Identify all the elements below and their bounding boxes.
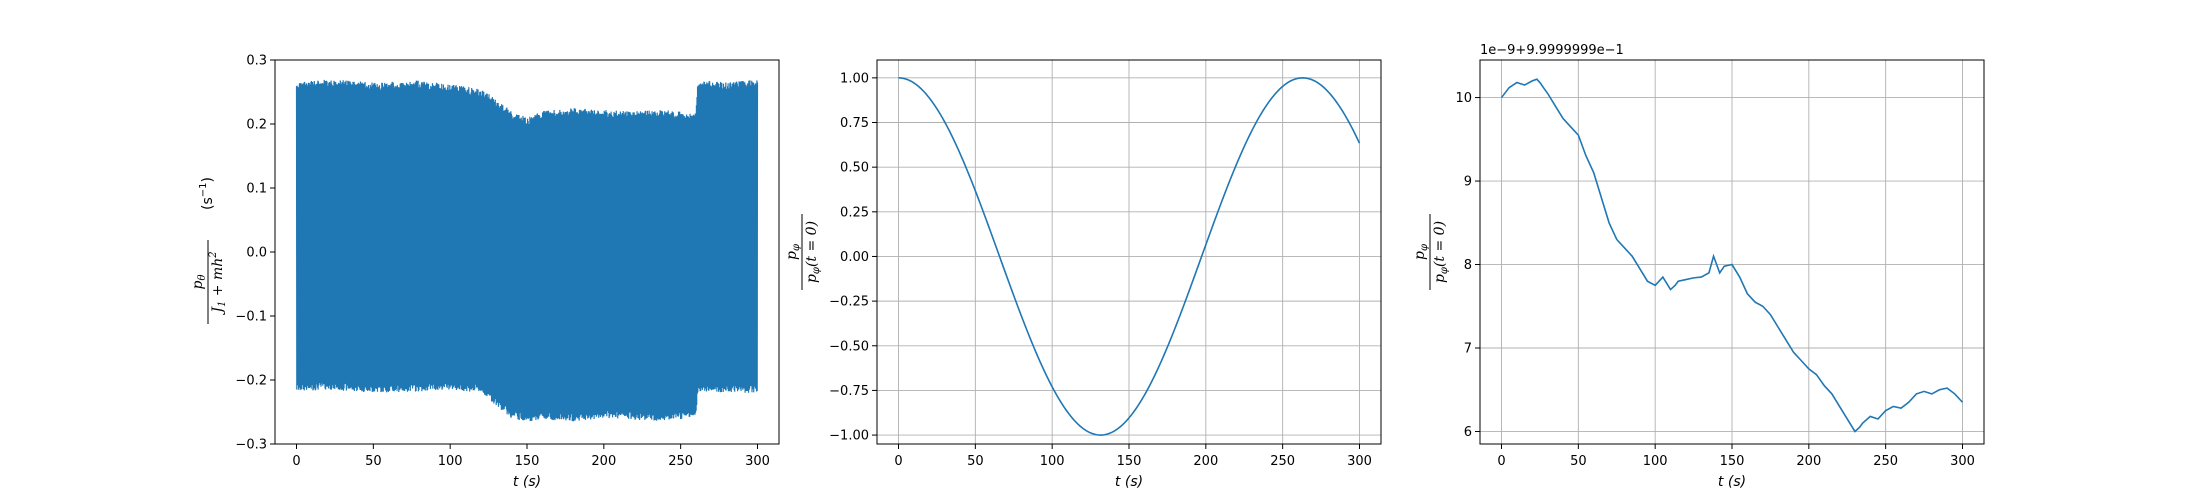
- series-line: [295, 79, 759, 422]
- y-tick-label: −0.25: [829, 295, 869, 310]
- y-label-denominator: pφ(t = 0): [1432, 221, 1450, 283]
- y-tick-label: 9: [1464, 175, 1472, 190]
- x-tick-label: 250: [1270, 454, 1295, 469]
- axes-frame: [876, 59, 1382, 445]
- axes-frame: [1479, 59, 1985, 445]
- x-tick-label: 0: [1497, 454, 1505, 469]
- x-tick-label: 300: [745, 454, 770, 469]
- x-axis-label: t (s): [513, 474, 541, 490]
- offset-text: 1e−9+9.9999999e−1: [1480, 43, 1624, 58]
- x-tick-label: 100: [1040, 454, 1065, 469]
- x-tick-label: 0: [894, 454, 902, 469]
- y-label-denominator: J1 + mh2: [208, 251, 228, 315]
- x-tick-label: 250: [668, 454, 693, 469]
- y-tick-label: 0.75: [840, 116, 869, 131]
- x-tick-label: 200: [591, 454, 616, 469]
- x-tick-label: 50: [365, 454, 382, 469]
- y-tick-label: −0.1: [235, 310, 267, 325]
- y-tick-label: 10: [1455, 91, 1472, 106]
- y-tick-label: 8: [1464, 258, 1472, 273]
- y-tick-label: −0.2: [235, 374, 267, 389]
- y-tick-label: 0.50: [840, 161, 869, 176]
- y-tick-label: 7: [1464, 342, 1472, 357]
- y-tick-label: 0.0: [246, 246, 267, 261]
- y-tick-label: −1.00: [829, 429, 869, 444]
- y-tick-label: 1.00: [840, 71, 869, 86]
- series-line: [898, 77, 1361, 436]
- series-line: [1500, 78, 1964, 433]
- y-tick-label: 0.1: [246, 182, 267, 197]
- y-tick-label: 0.3: [246, 54, 267, 69]
- x-tick-label: 250: [1873, 454, 1898, 469]
- y-tick-label: −0.50: [829, 339, 869, 354]
- axes-frame: [274, 59, 780, 445]
- x-axis-label: t (s): [1115, 474, 1143, 490]
- chart-panel-2: 0 50 100 150 200 250 300 −1.00 −0.75 −0.50 −0.25 0.…: [784, 59, 1382, 490]
- x-tick-label: 300: [1347, 454, 1372, 469]
- y-tick-label: 0.2: [246, 118, 267, 133]
- x-tick-label: 200: [1796, 454, 1821, 469]
- x-tick-label: 150: [515, 454, 540, 469]
- x-tick-label: 50: [1570, 454, 1587, 469]
- x-tick-label: 200: [1193, 454, 1218, 469]
- x-axis-label: t (s): [1718, 474, 1746, 490]
- x-tick-label: 150: [1720, 454, 1745, 469]
- chart-panel-1: 0 50 100 150 200 250 300 −0.3 −0.2 −0.1 0.0 0.1 0.2 0…: [190, 54, 780, 490]
- x-tick-label: 100: [438, 454, 463, 469]
- y-label-denominator: pφ(t = 0): [804, 221, 822, 283]
- x-tick-label: 150: [1117, 454, 1142, 469]
- x-tick-label: 300: [1950, 454, 1975, 469]
- y-tick-label: 6: [1464, 425, 1472, 440]
- y-tick-label: 0.25: [840, 205, 869, 220]
- x-tick-label: 100: [1643, 454, 1668, 469]
- y-tick-label: −0.3: [235, 438, 267, 453]
- x-tick-label: 0: [292, 454, 300, 469]
- y-tick-label: 0.00: [840, 250, 869, 265]
- x-tick-label: 50: [967, 454, 984, 469]
- y-tick-label: −0.75: [829, 384, 869, 399]
